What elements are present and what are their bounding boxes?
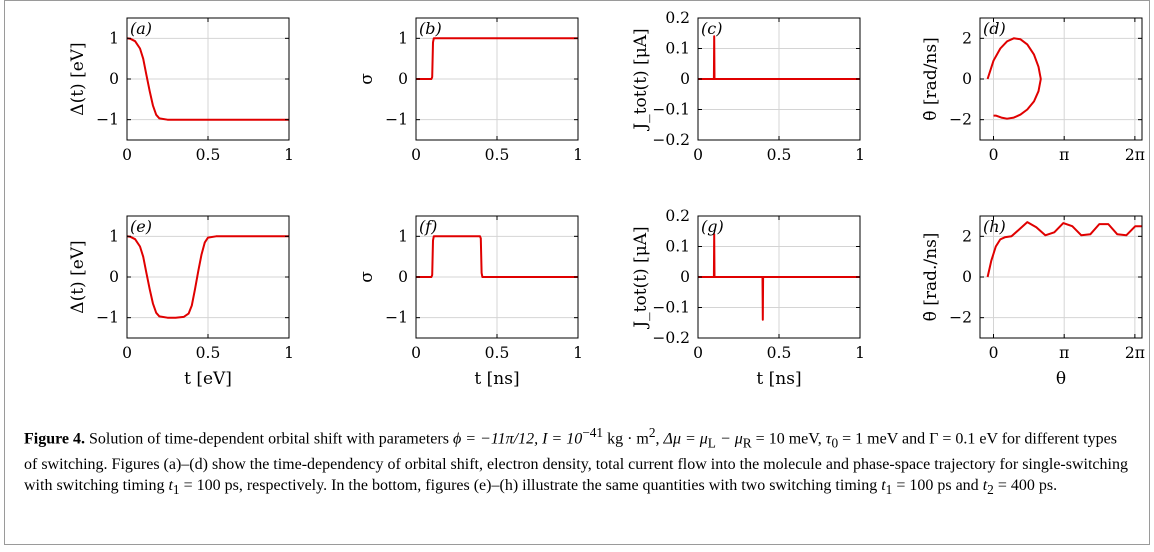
x-tick-label: 0.5 [767,344,792,362]
y-tick-label: 0.2 [665,9,690,27]
y-tick-label: 0 [680,70,690,88]
figure-panels: 0 0.5 110−1(a)Δ(t) [eV]0 0.5 110−1(b)σ0 0.5 10… [68,9,1145,389]
y-axis-label: θ̇ [rad/ns] [921,37,941,120]
y-tick-label: −0.1 [652,299,690,317]
y-tick-label: 0 [109,70,119,88]
y-tick-label: 1 [398,29,408,47]
x-tick-label: 0 [122,146,132,164]
y-axis-label: σ [357,73,377,85]
x-tick-label: 0.5 [196,344,221,362]
y-tick-label: 1 [109,227,119,245]
figure-frame [4,0,1150,545]
y-tick-label: 0 [109,268,119,286]
y-tick-label: 0 [680,268,690,286]
y-tick-label: 0.1 [665,238,690,256]
y-tick-label: 0.2 [665,207,690,225]
chart-panel-h: 0 π 2π 2 0 −2 (h) θ̇ [rad./ns] θ [921,215,1145,389]
x-tick-label: 1 [855,146,865,164]
panel-label: (d) [983,19,1006,38]
y-tick-label: −2 [949,111,972,129]
chart-panel-g: 0 0.5 1 0.2 0.1 0 −0.1 −0.2 (g) J_tot(t) [μA] t [n… [631,207,865,389]
x-tick-label: π [1059,344,1069,362]
figure-caption: Figure 4. Solution of time-dependent orb… [24,425,1128,497]
y-tick-label: 1 [109,29,119,47]
chart-panel-b: 0 0.5 110−1(b)σ [357,17,583,164]
y-axis-label: θ̇ [rad./ns] [921,233,941,322]
panel-label: (a) [130,19,152,38]
panel-label: (b) [419,19,442,38]
y-axis-label: σ [357,271,377,283]
x-tick-label: 0.5 [485,344,510,362]
y-tick-label: −0.2 [652,131,690,149]
y-tick-label: −1 [96,309,119,327]
series-line [986,221,1142,278]
y-tick-label: 0 [398,70,408,88]
y-tick-label: 1 [398,227,408,245]
panel-label: (e) [130,217,152,236]
x-tick-label: 0 [411,344,421,362]
y-tick-label: 2 [962,227,972,245]
chart-panel-c: 0 0.5 1 0.2 0.1 0 −0.1 −0.2 (c) J_tot(t) [μA] [631,9,865,164]
panel-label: (f) [419,217,437,236]
y-tick-label: 0 [962,70,972,88]
series-line [416,37,578,80]
series-line [126,37,289,121]
y-tick-label: 0.1 [665,40,690,58]
x-tick-label: 1 [284,146,294,164]
panel-label: (c) [701,19,722,38]
chart-panel-e: 0 0.5 110−1(e)Δ(t) [eV]t [eV] [68,215,294,389]
x-tick-label: 0 [693,146,703,164]
chart-panel-d: 0 π 2π 2 0 −2 (d) θ̇ [rad/ns] [921,17,1145,164]
x-axis-label: t [ns] [756,369,801,389]
series-line [126,235,289,319]
chart-panel-a: 0 0.5 110−1(a)Δ(t) [eV] [68,17,294,164]
x-tick-label: 0.5 [485,146,510,164]
y-tick-label: 2 [962,29,972,47]
y-tick-label: −0.2 [652,329,690,347]
x-tick-label: 0.5 [767,146,792,164]
series-line [416,235,578,278]
y-axis-label: J_tot(t) [μA] [631,226,651,329]
panel-label: (g) [701,217,724,236]
y-tick-label: −1 [385,111,408,129]
x-tick-label: 1 [284,344,294,362]
x-tick-label: 0 [989,146,999,164]
x-tick-label: 0 [411,146,421,164]
chart-panel-f: 0 0.5 110−1(f)σt [ns] [357,215,583,389]
x-tick-label: 2π [1125,146,1145,164]
y-tick-label: 0 [962,268,972,286]
x-tick-label: 1 [573,344,583,362]
y-tick-label: −2 [949,309,972,327]
x-tick-label: 0 [693,344,703,362]
series-line [986,37,1042,120]
panel-label: (h) [983,217,1006,236]
y-tick-label: −1 [96,111,119,129]
y-axis-label: J_tot(t) [μA] [631,28,651,131]
x-tick-label: 2π [1125,344,1145,362]
x-axis-label: θ [1056,369,1066,389]
x-tick-label: 0.5 [196,146,221,164]
y-axis-label: Δ(t) [eV] [68,240,88,313]
x-axis-label: t [ns] [474,369,519,389]
x-tick-label: 1 [573,146,583,164]
series-line [698,233,860,321]
y-axis-label: Δ(t) [eV] [68,42,88,115]
y-tick-label: −0.1 [652,101,690,119]
figure-label: Figure 4. [24,430,86,448]
x-tick-label: 0 [989,344,999,362]
y-tick-label: −1 [385,309,408,327]
y-tick-label: 0 [398,268,408,286]
x-tick-label: π [1059,146,1069,164]
x-tick-label: 1 [855,344,865,362]
series-line [698,35,860,80]
x-axis-label: t [eV] [184,369,232,389]
x-tick-label: 0 [122,344,132,362]
